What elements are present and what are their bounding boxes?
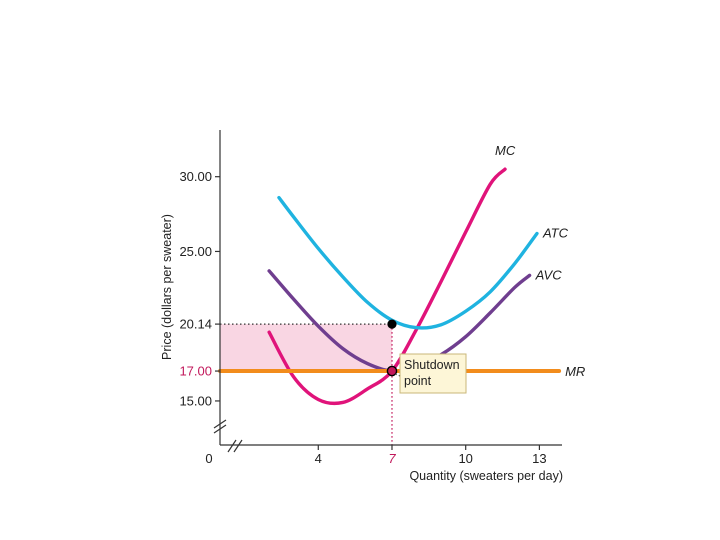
atc-curve [277,195,539,330]
y-axis-break [213,419,227,434]
atc-curve-label: ATC [542,226,569,241]
x-tick-label: 7 [388,451,396,466]
points-layer [386,319,398,377]
shutdown-point-note-box [399,353,467,394]
y-axis-title: Price (dollars per sweater) [160,214,174,360]
y-tick-label: 20.14 [179,317,212,332]
shutdown-point-note-line: point [404,374,432,388]
y-tick-label: 17.00 [179,364,212,379]
y-tick-label: 25.00 [179,244,212,259]
axes-layer: 15.00 17.00 20.14 25.00 30.00 0 4 7 10 13 [179,130,562,466]
x-tick-label: 4 [315,451,322,466]
atc-at-q7-marker [387,319,397,329]
x-tick-label: 0 [205,451,212,466]
x-axis-break [227,439,243,453]
mr-curve-label: MR [565,364,585,379]
annotation-layer: Shutdown point [394,353,467,394]
x-axis-title: Quantity (sweaters per day) [409,469,563,483]
x-tick-label: 13 [532,451,546,466]
shutdown-point-note-line: Shutdown [404,358,460,372]
y-tick-label: 30.00 [179,169,212,184]
shutdown-point-leader [394,373,401,377]
avc-curve-label: AVC [535,267,563,282]
x-tick-label: 10 [458,451,472,466]
shutdown-point-marker [386,365,398,377]
guide-lines-layer [220,323,393,445]
mc-curve-label: MC [495,143,516,158]
y-tick-label: 15.00 [179,393,212,408]
